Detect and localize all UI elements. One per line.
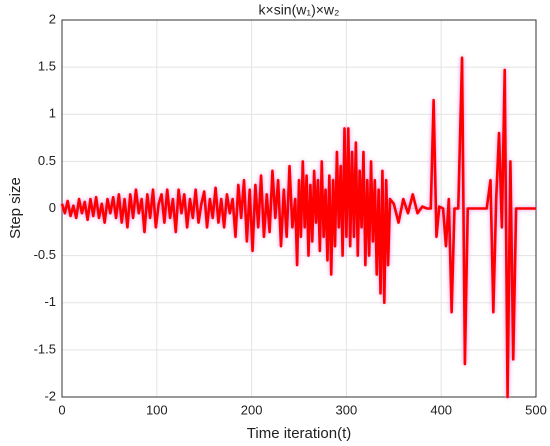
y-tick-label: 2 [49, 11, 56, 26]
y-tick-label: 0.5 [38, 153, 56, 168]
y-tick-label: -2 [44, 388, 56, 403]
x-tick-label: 500 [525, 402, 547, 417]
x-tick-label: 400 [430, 402, 452, 417]
y-axis-label: Step size [7, 177, 24, 239]
data-line [60, 56, 536, 399]
x-tick-label: 100 [146, 402, 168, 417]
x-tick-label: 0 [58, 402, 65, 417]
y-tick-label: 1 [49, 106, 56, 121]
chart-title: k×sin(w₁)×w₂ [259, 2, 340, 18]
y-tick-label: -0.5 [34, 247, 56, 262]
y-tick-label: 0 [49, 200, 56, 215]
y-tick-label: -1 [44, 294, 56, 309]
x-tick-label: 200 [241, 402, 263, 417]
y-tick-label: -1.5 [34, 341, 56, 356]
x-axis-label: Time iteration(t) [247, 425, 351, 442]
x-tick-label: 300 [336, 402, 358, 417]
y-tick-label: 1.5 [38, 59, 56, 74]
